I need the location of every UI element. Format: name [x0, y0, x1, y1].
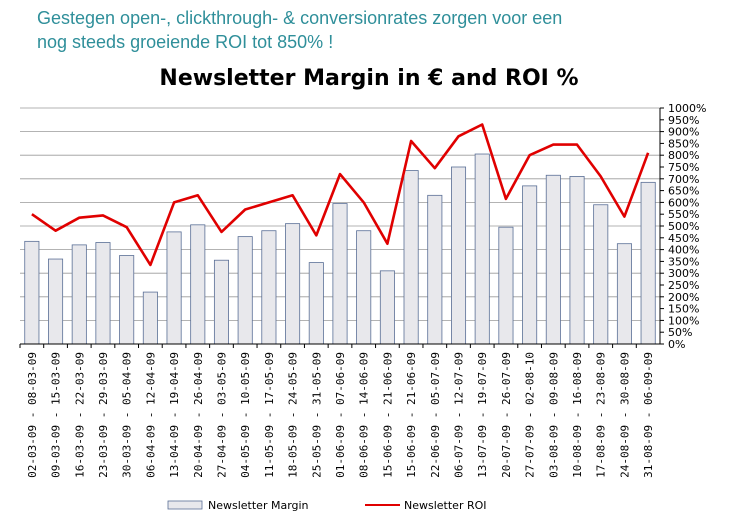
bar [237, 236, 253, 345]
y-tick-label: 100% [668, 314, 699, 327]
y-tick-label: 700% [668, 173, 699, 186]
bar [451, 166, 467, 345]
bar-series [24, 153, 656, 345]
bar [474, 153, 490, 345]
x-tick-label: 23-03-09 - 29-03-09 [97, 352, 110, 478]
x-tick-label: 16-03-09 - 22-03-09 [73, 352, 86, 478]
x-tick-label: 20-04-09 - 26-04-09 [192, 352, 205, 478]
bar [379, 270, 395, 345]
y-tick-label: 950% [668, 114, 699, 127]
headline-line-1: Gestegen open-, clickthrough- & conversi… [37, 8, 563, 28]
y-tick-label: 500% [668, 220, 699, 233]
bar [142, 291, 158, 345]
legend: Newsletter Margin Newsletter ROI [167, 499, 487, 512]
roi-line [31, 123, 650, 267]
legend-label-margin: Newsletter Margin [208, 499, 309, 512]
y-tick-label: 850% [668, 137, 699, 150]
line-series [31, 123, 650, 267]
x-tick-label: 18-05-09 - 24-05-09 [287, 352, 300, 478]
x-tick-label: 27-04-09 - 03-05-09 [216, 352, 229, 478]
legend-swatch-margin [167, 500, 203, 510]
x-tick-label: 10-08-09 - 16-08-09 [571, 352, 584, 478]
y-tick-label: 250% [668, 279, 699, 292]
bar [285, 223, 301, 345]
y-tick-label: 750% [668, 161, 699, 174]
bar [593, 204, 609, 345]
legend-label-roi: Newsletter ROI [404, 499, 487, 512]
x-tick-label: 31-08-09 - 06-09-09 [642, 352, 655, 478]
x-axis-ticks: 02-03-09 - 08-03-09 09-03-09 - 15-03-09 16… [19, 344, 655, 478]
bar [71, 244, 87, 345]
bar [356, 230, 372, 345]
bar [166, 231, 182, 345]
y-tick-label: 200% [668, 291, 699, 304]
y-tick-label: 900% [668, 126, 699, 139]
x-tick-label: 13-07-09 - 19-07-09 [476, 352, 489, 478]
x-tick-label: 04-05-09 - 10-05-09 [239, 352, 252, 478]
bar [403, 170, 419, 345]
bar [119, 255, 135, 345]
y-tick-label: 350% [668, 255, 699, 268]
bar [522, 185, 538, 345]
headline-line-2: nog steeds groeiende ROI tot 850% ! [37, 32, 334, 52]
x-tick-label: 24-08-09 - 30-08-09 [618, 352, 631, 478]
y-tick-label: 150% [668, 303, 699, 316]
y-tick-label: 550% [668, 208, 699, 221]
chart-title: Newsletter Margin in € and ROI % [159, 66, 579, 91]
bar [213, 259, 229, 345]
bar [24, 240, 40, 345]
bar [640, 181, 656, 345]
y-tick-label: 450% [668, 232, 699, 245]
bar [48, 258, 64, 345]
bar [498, 226, 514, 345]
y-axis-ticks: 0%50%100%150%200%250%300%350%400%450%500… [660, 102, 706, 351]
y-tick-label: 600% [668, 196, 699, 209]
y-tick-label: 800% [668, 149, 699, 162]
x-tick-label: 15-06-09 - 21-06-09 [381, 352, 394, 478]
bar [190, 224, 206, 345]
x-tick-label: 08-06-09 - 14-06-09 [358, 352, 371, 478]
x-tick-label: 25-05-09 - 31-05-09 [310, 352, 323, 478]
bar [569, 176, 585, 345]
x-tick-label: 01-06-09 - 07-06-09 [334, 352, 347, 478]
y-tick-label: 50% [668, 326, 692, 339]
x-tick-label: 22-06-09 - 05-07-09 [429, 352, 442, 478]
x-tick-label: 15-06-09 - 21-06-09 [405, 352, 418, 478]
x-tick-label: 17-08-09 - 23-08-09 [595, 352, 608, 478]
x-tick-label: 03-08-09 - 09-08-09 [547, 352, 560, 478]
x-tick-label: 27-07-09 - 02-08-10 [524, 352, 537, 478]
bar [308, 262, 324, 345]
bar [261, 230, 277, 345]
x-tick-label: 11-05-09 - 17-05-09 [263, 352, 276, 478]
bar [95, 242, 111, 345]
bar [332, 203, 348, 345]
x-tick-label: 30-03-09 - 05-04-09 [121, 352, 134, 478]
x-tick-label: 06-04-09 - 12-04-09 [144, 352, 157, 478]
x-tick-label: 06-07-09 - 12-07-09 [453, 352, 466, 478]
bar [545, 174, 561, 345]
y-tick-label: 0% [668, 338, 685, 351]
y-tick-label: 1000% [668, 102, 706, 115]
x-tick-label: 02-03-09 - 08-03-09 [26, 352, 39, 478]
x-tick-label: 13-04-09 - 19-04-09 [168, 352, 181, 478]
x-tick-label: 09-03-09 - 15-03-09 [50, 352, 63, 478]
y-tick-label: 650% [668, 185, 699, 198]
y-tick-label: 300% [668, 267, 699, 280]
y-tick-label: 400% [668, 244, 699, 257]
slide-headline: Gestegen open-, clickthrough- & conversi… [37, 6, 727, 54]
bar [616, 243, 632, 345]
bar [427, 194, 443, 345]
x-tick-label: 20-07-09 - 26-07-09 [500, 352, 513, 478]
